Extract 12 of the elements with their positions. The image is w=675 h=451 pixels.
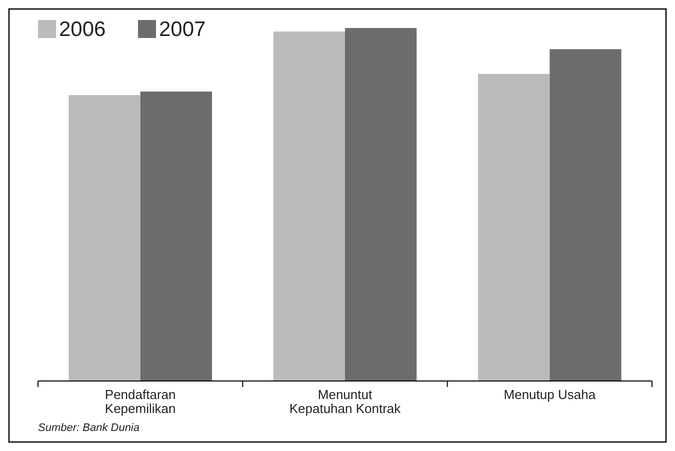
- bar: [478, 74, 550, 381]
- x-tick-label: Pendaftaran Kepemilikan: [104, 387, 176, 416]
- x-tick-label: Menutup Usaha: [504, 387, 596, 402]
- bar: [273, 32, 345, 381]
- bar: [345, 28, 417, 381]
- x-tick-label: Menuntut Kepatuhan Kontrak: [289, 387, 402, 416]
- legend-label: 2007: [159, 18, 206, 41]
- legend-label: 2006: [59, 18, 106, 41]
- bar: [68, 95, 140, 381]
- text: Sumber: Bank Dunia: [38, 422, 140, 434]
- bar: [140, 92, 212, 381]
- bar: [550, 49, 622, 381]
